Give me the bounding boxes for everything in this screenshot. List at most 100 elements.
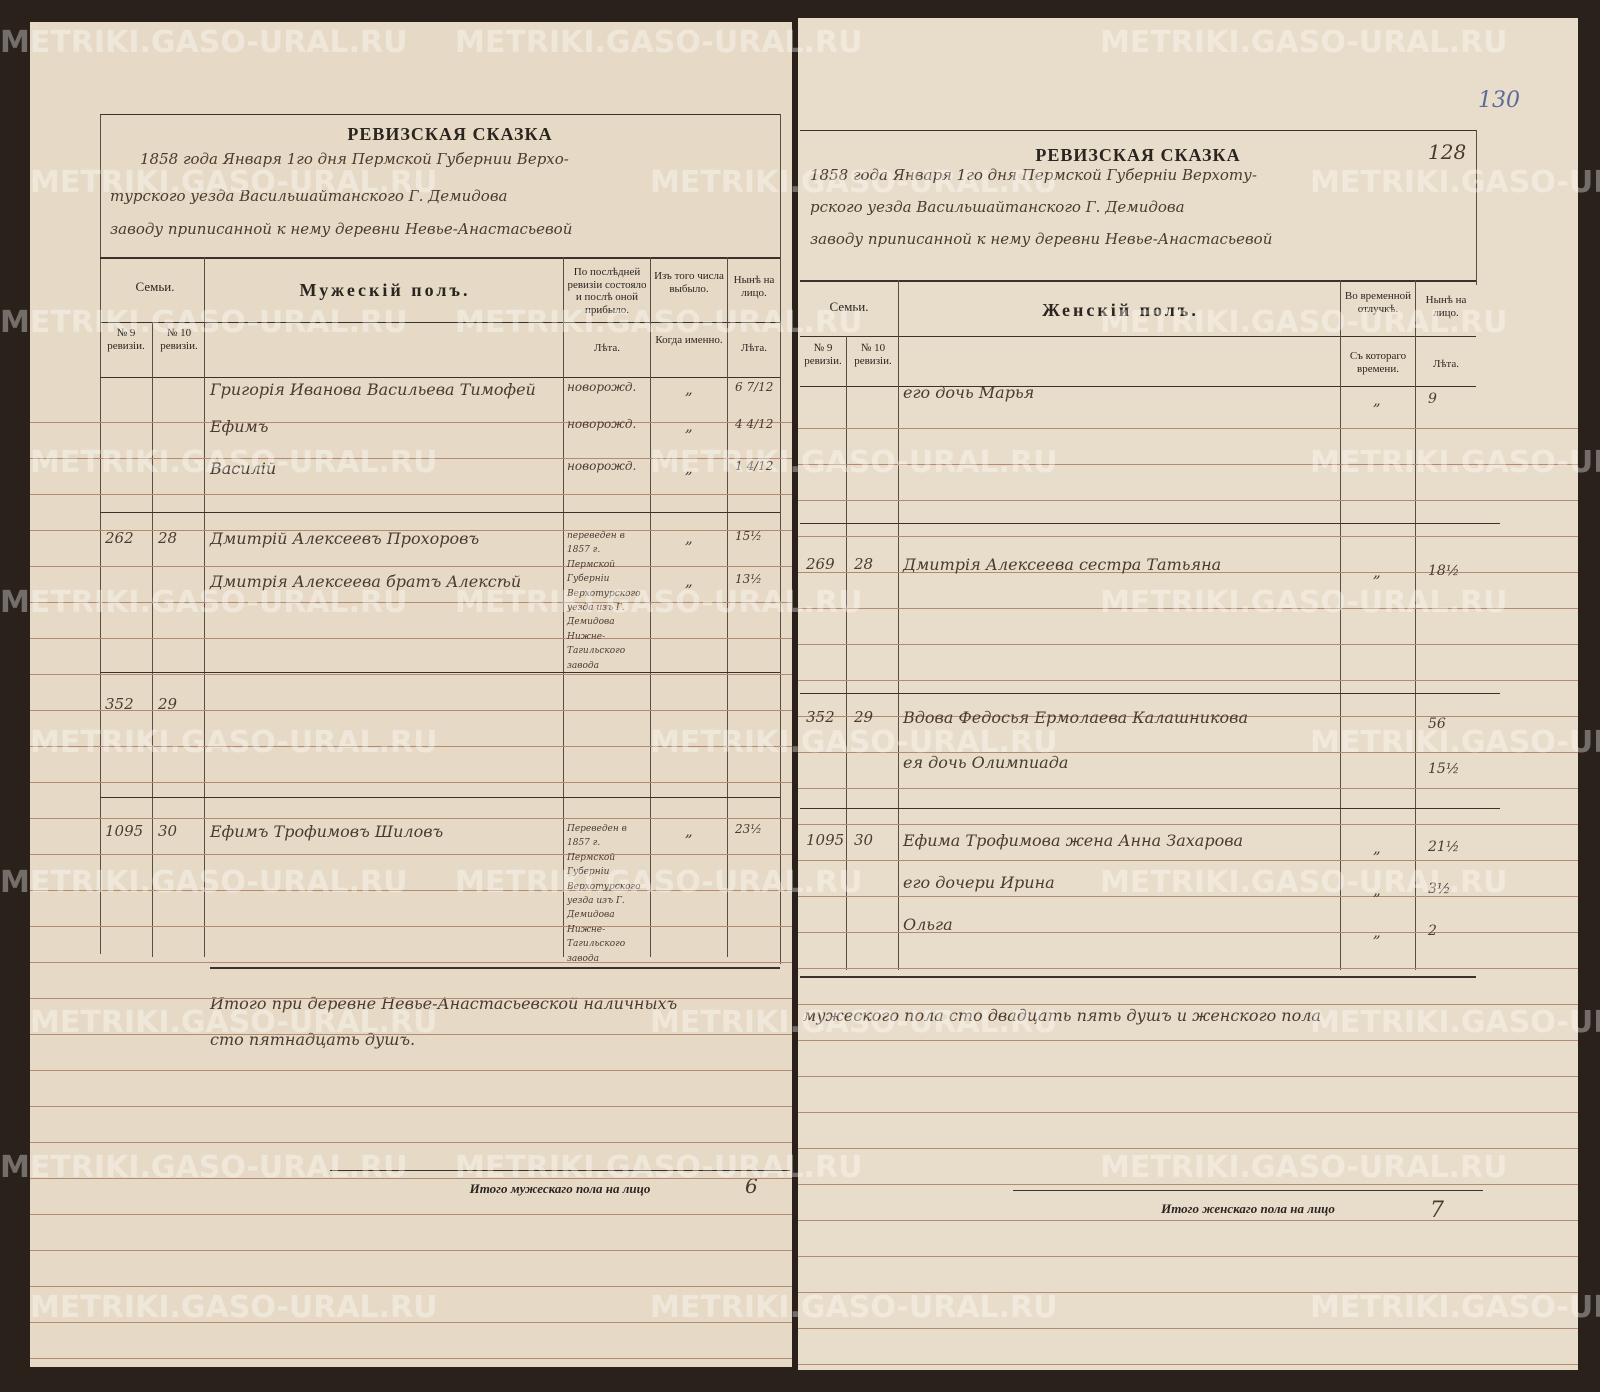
rev10-number: 30 [158, 822, 178, 840]
header-rule [100, 257, 780, 259]
border-line [800, 130, 1476, 131]
ruled-line [30, 1250, 792, 1251]
border-line [100, 114, 780, 115]
watermark: METRIKI.GASO-URAL.RU [455, 25, 863, 60]
left-mark: „ [685, 822, 693, 840]
left-mark: „ [685, 459, 693, 477]
watermark: METRIKI.GASO-URAL.RU [650, 725, 1058, 760]
ruled-line [798, 1148, 1578, 1149]
ruled-line [798, 824, 1578, 825]
col-now-sub: Лѣта. [740, 342, 767, 354]
person-name: ея дочь Олимпиада [903, 753, 1069, 772]
col-now-sub: Лѣта. [1432, 358, 1459, 370]
watermark: METRIKI.GASO-URAL.RU [30, 445, 438, 480]
person-name: Дмитрія Алексеева братъ Алексѣй [210, 572, 522, 591]
ruled-line [798, 608, 1578, 609]
header-rule [800, 386, 1476, 387]
age-now: 18½ [1428, 563, 1460, 579]
person-name: Василій [210, 459, 277, 478]
left-mark: „ [685, 380, 693, 398]
left-mark: „ [685, 417, 693, 435]
table-end-rule [800, 976, 1476, 978]
ruled-line [30, 1106, 792, 1107]
ruled-line [798, 428, 1578, 429]
absent-mark: „ [1373, 563, 1381, 581]
family-divider [100, 512, 780, 513]
ruled-line [798, 932, 1578, 933]
col-sex: Женскій полъ. [1042, 300, 1199, 320]
ruled-line [798, 464, 1578, 465]
ruled-line [798, 680, 1578, 681]
rev10-number: 29 [158, 695, 178, 713]
person-name: его дочери Ирина [903, 873, 1055, 892]
rev9-number: 269 [806, 555, 835, 573]
ruled-line [30, 458, 792, 459]
ruled-line [30, 566, 792, 567]
ruled-line [798, 752, 1578, 753]
ruled-line [30, 1070, 792, 1071]
last-revision: новорожд. [567, 417, 637, 431]
col-now: Нынѣ на лицо. [1425, 294, 1467, 319]
age-now: 23½ [735, 822, 762, 836]
header-rule [100, 322, 780, 323]
ruled-line [798, 788, 1578, 789]
family-divider [800, 693, 1500, 694]
age-now: 2 [1428, 923, 1437, 939]
summary-line: мужеского пола сто двадцать пять душъ и … [803, 1006, 1321, 1025]
footer-label: Итого мужескаго пола на лицо [469, 1181, 651, 1196]
absent-mark: „ [1373, 391, 1381, 409]
ruled-line [30, 1322, 792, 1323]
watermark: METRIKI.GASO-URAL.RU [455, 1150, 863, 1185]
col-rev10: № 10 ревизіи. [854, 342, 892, 367]
rev9-number: 352 [105, 695, 134, 713]
col-last: По послѣдней ревизіи состояло и послѣ он… [567, 266, 647, 316]
watermark: METRIKI.GASO-URAL.RU [0, 25, 408, 60]
watermark: METRIKI.GASO-URAL.RU [0, 1150, 408, 1185]
watermark: METRIKI.GASO-URAL.RU [0, 865, 408, 900]
watermark: METRIKI.GASO-URAL.RU [1100, 25, 1508, 60]
ruled-line [30, 926, 792, 927]
watermark: METRIKI.GASO-URAL.RU [1310, 1005, 1600, 1040]
ruled-line [798, 536, 1578, 537]
person-name: Дмитрій Алексеевъ Прохоровъ [210, 529, 480, 548]
table-end-rule [210, 967, 780, 969]
age-now: 15½ [1428, 761, 1460, 777]
ruled-line [30, 1178, 792, 1179]
family-divider [800, 523, 1500, 524]
watermark: METRIKI.GASO-URAL.RU [30, 725, 438, 760]
col-left-sub: Когда именно. [655, 334, 723, 346]
age-now: 13½ [735, 572, 762, 586]
col-rev9: № 9 ревизіи. [107, 327, 145, 352]
page-title: РЕВИЗСКАЯ СКАЗКА [347, 124, 553, 144]
footer-value: 7 [1430, 1198, 1444, 1223]
last-revision: переведен в 1857 г. Пермской Губерніи Ве… [567, 531, 641, 671]
ruled-line [30, 818, 792, 819]
col-rev9: № 9 ревизіи. [804, 342, 842, 367]
ruled-line [30, 1142, 792, 1143]
col-absent-sub: Съ котораго времени. [1349, 350, 1407, 375]
ruled-line [30, 782, 792, 783]
person-name: его дочь Марья [903, 383, 1035, 402]
footer-value: 6 [745, 1174, 758, 1198]
ruled-line [798, 1220, 1578, 1221]
rev9-number: 1095 [105, 822, 144, 840]
header-rule [800, 280, 1476, 282]
ruled-line [798, 1328, 1578, 1329]
watermark: METRIKI.GASO-URAL.RU [1310, 1290, 1600, 1325]
watermark: METRIKI.GASO-URAL.RU [30, 1005, 438, 1040]
ruled-line [798, 1040, 1578, 1041]
ruled-line [30, 1214, 792, 1215]
person-name: Ефима Трофимова жена Анна Захарова [903, 831, 1244, 850]
rev10-number: 28 [854, 555, 874, 573]
archive-stamp-number: 130 [1478, 88, 1520, 113]
left-mark: „ [685, 572, 693, 590]
watermark: METRIKI.GASO-URAL.RU [650, 1005, 1058, 1040]
age-now: 1 4/12 [735, 459, 774, 473]
col-absent: Во временной отлучкѣ. [1344, 290, 1412, 315]
ruled-line [30, 494, 792, 495]
col-left: Изъ того числа выбыло. [654, 270, 724, 295]
watermark: METRIKI.GASO-URAL.RU [650, 165, 1058, 200]
rev10-number: 28 [158, 529, 178, 547]
col-rev10: № 10 ревизіи. [160, 327, 198, 352]
ruled-line [30, 422, 792, 423]
